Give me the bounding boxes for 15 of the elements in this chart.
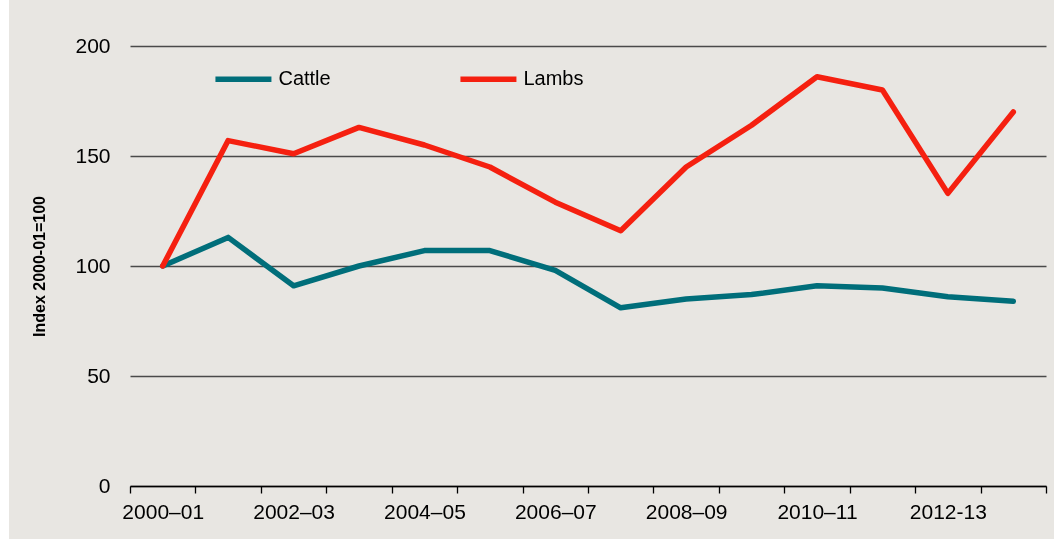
y-tick-label: 0 [98,473,111,497]
legend-label: Cattle [278,67,331,90]
x-tick-label: 2000–01 [122,499,205,523]
x-tick-label: 2006–07 [514,499,597,523]
y-tick-label: 100 [75,253,111,277]
y-axis-title: Index 2000-01=100 [30,195,48,337]
x-tick-label: 2004–05 [384,499,466,523]
y-tick-label: 200 [75,33,111,57]
y-tick-label: 50 [87,363,111,387]
legend-label: Lambs [523,67,584,90]
y-tick-label: 150 [75,143,111,167]
x-tick-label: 2012-13 [909,499,987,523]
x-tick-label: 2010–11 [777,499,858,523]
x-tick-label: 2008–09 [645,499,728,523]
x-tick-label: 2002–03 [253,499,335,523]
